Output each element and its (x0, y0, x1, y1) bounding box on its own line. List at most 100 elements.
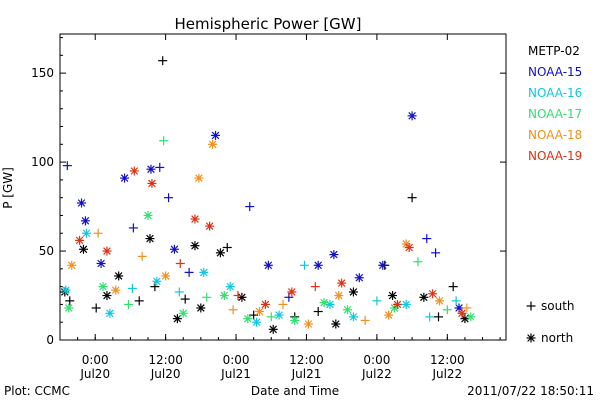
x-tick-time-label: 12:00 (430, 353, 465, 367)
data-point-noaa-18 (384, 310, 394, 320)
data-point-noaa-19 (233, 291, 243, 301)
marker-legend: south north (526, 299, 575, 345)
x-axis-ticks: 0:00Jul2012:00Jul200:00Jul2112:00Jul210:… (59, 34, 501, 381)
data-point-noaa-18 (360, 315, 370, 325)
data-point-noaa-19 (147, 178, 157, 188)
data-point-metp-02 (180, 294, 190, 304)
data-point-noaa-15 (354, 273, 364, 283)
data-point-noaa-15 (96, 259, 106, 268)
legend-entry-noaa-19: NOAA-19 (528, 149, 582, 163)
y-tick-label: 0 (46, 333, 54, 347)
y-tick-label: 50 (39, 244, 54, 258)
x-tick-time-label: 12:00 (148, 353, 183, 367)
data-point-noaa-18 (161, 271, 171, 281)
data-point-noaa-16 (425, 312, 435, 322)
data-point-noaa-17 (219, 291, 229, 301)
data-point-noaa-17 (143, 210, 153, 220)
data-point-noaa-19 (260, 299, 270, 309)
data-point-noaa-18 (462, 303, 472, 313)
data-point-noaa-15 (128, 223, 138, 233)
marker-legend-label: north (541, 331, 573, 345)
x-tick-date-label: Jul20 (150, 367, 181, 381)
x-tick-date-label: Jul21 (291, 367, 322, 381)
data-point-noaa-17 (319, 298, 329, 308)
legend-entry-noaa-17: NOAA-17 (528, 107, 582, 121)
data-point-noaa-19 (175, 259, 185, 268)
x-tick-time-label: 0:00 (223, 353, 250, 367)
data-points (60, 56, 476, 334)
data-point-noaa-19 (428, 289, 438, 299)
data-point-metp-02 (158, 56, 168, 66)
legend-entry-noaa-16: NOAA-16 (528, 86, 582, 100)
data-point-noaa-16 (105, 308, 115, 318)
data-point-metp-02 (268, 324, 278, 334)
data-point-metp-02 (222, 242, 232, 252)
data-point-noaa-19 (310, 282, 320, 292)
y-tick-label: 100 (31, 155, 54, 169)
data-point-noaa-19 (392, 299, 402, 309)
data-point-noaa-17 (202, 292, 212, 302)
x-tick-date-label: Jul20 (79, 367, 110, 381)
data-point-noaa-15 (146, 164, 156, 174)
data-point-noaa-16 (274, 310, 284, 320)
y-axis-label: P [GW] (1, 167, 15, 209)
data-point-noaa-17 (290, 315, 300, 325)
data-point-noaa-15 (62, 161, 72, 171)
data-point-metp-02 (91, 303, 101, 313)
marker-legend-label: south (541, 299, 575, 313)
data-point-noaa-19 (205, 221, 215, 231)
data-point-metp-02 (102, 291, 112, 301)
data-point-noaa-16 (225, 282, 235, 292)
data-point-noaa-17 (466, 312, 476, 322)
data-point-metp-02 (331, 319, 341, 329)
data-point-noaa-16 (401, 299, 411, 309)
data-point-noaa-19 (404, 242, 414, 252)
data-point-noaa-18 (111, 285, 121, 295)
data-point-noaa-15 (245, 202, 255, 212)
data-point-metp-02 (114, 271, 124, 281)
data-point-noaa-15 (184, 267, 194, 277)
x-tick-time-label: 0:00 (363, 353, 390, 367)
data-point-noaa-17 (442, 305, 452, 315)
data-point-noaa-19 (129, 166, 139, 176)
data-point-noaa-15 (263, 260, 273, 270)
data-point-noaa-16 (325, 299, 335, 309)
data-point-noaa-15 (407, 111, 417, 121)
data-point-noaa-15 (211, 130, 221, 140)
data-point-metp-02 (134, 296, 144, 306)
data-point-noaa-18 (194, 173, 204, 183)
x-tick-date-label: Jul21 (220, 367, 251, 381)
y-tick-label: 150 (31, 66, 54, 80)
data-point-noaa-17 (178, 308, 188, 318)
data-point-metp-02 (419, 292, 429, 302)
data-point-noaa-16 (199, 267, 209, 277)
data-point-metp-02 (78, 244, 88, 254)
data-point-noaa-15 (155, 162, 165, 172)
data-point-noaa-19 (190, 214, 200, 224)
data-point-noaa-16 (372, 296, 382, 306)
data-point-noaa-16 (174, 287, 184, 297)
data-point-noaa-17 (413, 257, 423, 267)
data-point-noaa-19 (75, 235, 85, 245)
data-point-noaa-18 (93, 228, 103, 238)
marker-legend-symbol (526, 333, 536, 343)
legend-entry-noaa-18: NOAA-18 (528, 128, 582, 142)
data-point-noaa-18 (434, 296, 444, 306)
data-point-noaa-19 (337, 278, 347, 288)
data-point-metp-02 (190, 241, 200, 251)
legend-entry-metp-02: METP-02 (528, 44, 580, 58)
data-point-metp-02 (215, 248, 225, 258)
data-point-metp-02 (448, 282, 458, 292)
data-point-noaa-16 (252, 317, 262, 327)
data-point-noaa-19 (457, 308, 467, 318)
data-point-noaa-18 (334, 291, 344, 301)
legend-entry-noaa-15: NOAA-15 (528, 65, 582, 79)
data-point-noaa-15 (77, 198, 87, 208)
x-tick-time-label: 0:00 (82, 353, 109, 367)
data-point-noaa-16 (300, 260, 310, 270)
data-point-noaa-15 (80, 216, 90, 226)
data-point-metp-02 (172, 314, 182, 324)
data-point-noaa-17 (266, 312, 276, 322)
x-tick-date-label: Jul22 (431, 367, 462, 381)
plot-timestamp: 2011/07/22 18:50:11 (467, 384, 594, 398)
